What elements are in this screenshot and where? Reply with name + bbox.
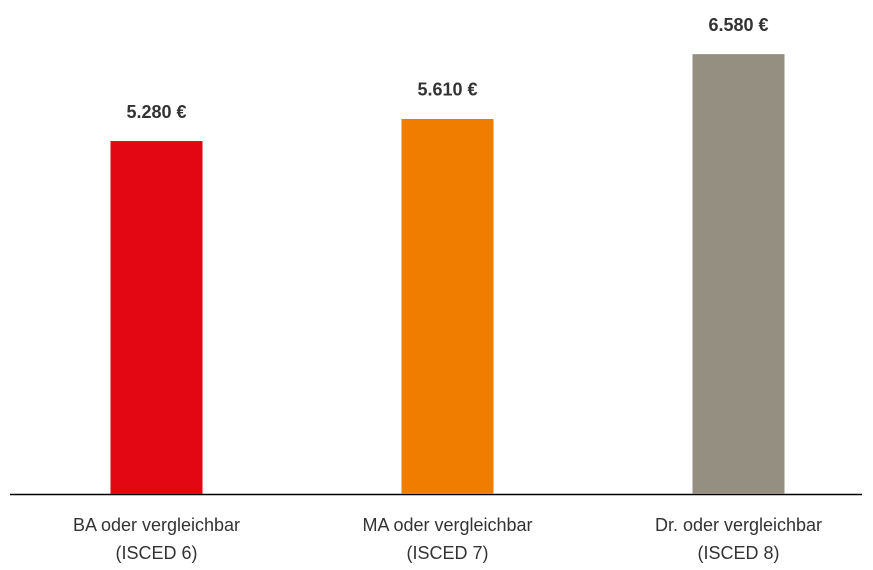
bar [692,54,785,494]
x-tick-label: MA oder vergleichbar (ISCED 7) [362,515,533,563]
bar [110,141,203,494]
value-label: 5.280 € [126,102,186,122]
x-tick-label: BA oder vergleichbar (ISCED 6) [72,515,241,563]
bar [401,118,494,494]
x-tick-label: Dr. oder vergleichbar (ISCED 8) [654,515,823,563]
value-label: 6.580 € [708,15,768,35]
value-label: 5.610 € [417,80,477,100]
